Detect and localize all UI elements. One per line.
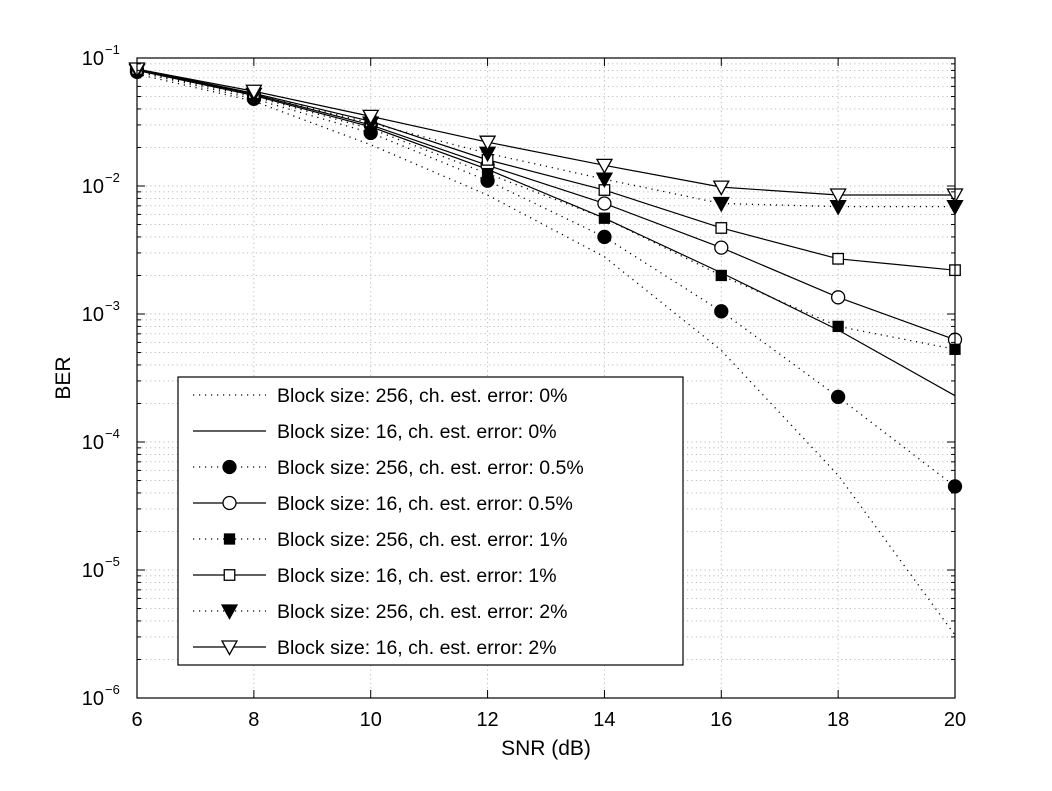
open-circle-marker [597, 196, 612, 211]
y-tick-label-exponent: −3 [105, 298, 120, 313]
data-series [128, 62, 964, 636]
legend-entry: Block size: 16, ch. est. error: 1% [193, 565, 557, 587]
open-circle-marker [714, 240, 729, 255]
series-3 [136, 71, 956, 487]
legend-label: Block size: 16, ch. est. error: 0.5% [277, 493, 573, 515]
legend-label: Block size: 16, ch. est. error: 1% [277, 565, 557, 587]
series-line [136, 69, 956, 397]
y-tick-label-exponent: −6 [105, 682, 120, 697]
series-line [136, 68, 956, 271]
y-axis-title: BER [52, 356, 75, 399]
series-6 [136, 68, 956, 271]
legend: Block size: 256, ch. est. error: 0% Block… [177, 376, 684, 666]
y-tick-label-base: 10 [82, 688, 104, 710]
filled-circle-marker [830, 389, 846, 405]
series-line [136, 68, 955, 196]
legend-box [177, 376, 684, 666]
series-7 [136, 69, 955, 208]
filled-square-marker [481, 167, 494, 180]
filled-square-marker [223, 533, 236, 545]
y-tick-label-base: 10 [82, 560, 104, 582]
open-square-marker [832, 252, 845, 265]
open-triangle-down-marker [362, 109, 380, 126]
x-tick-label: 16 [710, 709, 732, 731]
y-tick-label: 10 −4 [82, 426, 120, 454]
open-triangle-down-marker [245, 84, 263, 101]
open-circle-marker [830, 290, 846, 305]
legend-label: Block size: 16, ch. est. error: 2% [277, 637, 557, 659]
open-circle-marker [222, 495, 237, 511]
axis-ticks [136, 57, 956, 699]
legend-label: Block size: 256, ch. est. error: 0% [277, 385, 567, 407]
y-tick-label-base: 10 [82, 48, 104, 70]
x-tick-label: 14 [593, 709, 615, 731]
series-8 [136, 68, 955, 196]
y-tick-label-base: 10 [82, 176, 104, 198]
y-tick-label-base: 10 [82, 304, 104, 326]
legend-entry: Block size: 256, ch. est. error: 2% [193, 601, 567, 623]
x-tick-label: 8 [248, 709, 259, 731]
series-line [136, 69, 956, 341]
filled-square-marker [832, 320, 844, 333]
x-tick-label: 18 [827, 709, 849, 731]
series-4 [136, 69, 956, 341]
legend-entry: Block size: 256, ch. est. error: 0.5% [193, 457, 584, 479]
legend-label: Block size: 256, ch. est. error: 2% [277, 601, 567, 623]
x-tick-labels: 6 8 10 12 14 16 18 20 [131, 709, 966, 731]
y-tick-label: 10 −3 [82, 298, 120, 326]
legend-label: Block size: 256, ch. est. error: 1% [277, 529, 567, 551]
series-2 [136, 69, 956, 397]
y-tick-label: 10 −5 [82, 554, 120, 582]
y-tick-label: 10 −1 [82, 42, 120, 70]
x-tick-label: 20 [944, 709, 966, 731]
filled-circle-marker [714, 304, 729, 319]
plot-frame [136, 57, 956, 699]
x-tick-label: 10 [360, 709, 382, 731]
y-tick-label-exponent: −4 [105, 426, 120, 441]
x-axis-title: SNR (dB) [501, 737, 591, 760]
open-square-marker [715, 222, 728, 234]
legend-entry: Block size: 16, ch. est. error: 0.5% [193, 493, 573, 515]
open-triangle-down-marker [829, 188, 847, 204]
legend-entry: Block size: 256, ch. est. error: 1% [193, 529, 567, 551]
open-square-marker [223, 569, 236, 581]
x-tick-label: 12 [476, 709, 498, 731]
legend-entry: Block size: 16, ch. est. error: 2% [193, 637, 557, 659]
y-tick-labels: 10−610−510−410−310−210−1 [82, 42, 120, 710]
y-tick-label: 10 −2 [82, 170, 120, 198]
filled-circle-marker [222, 459, 237, 475]
series-line [136, 71, 956, 487]
y-tick-label-exponent: −5 [105, 554, 120, 569]
filled-triangle-down-marker [712, 196, 730, 213]
filled-square-marker [715, 269, 727, 282]
y-tick-label-exponent: −1 [105, 42, 120, 57]
open-triangle-down-marker [595, 158, 614, 175]
y-tick-label-base: 10 [82, 432, 104, 454]
y-tick-label-exponent: −2 [105, 170, 120, 185]
x-tick-label: 6 [131, 709, 142, 731]
filled-triangle-down-marker [220, 604, 239, 620]
y-tick-label: 10 −6 [82, 682, 120, 710]
legend-entry: Block size: 16, ch. est. error: 0% [193, 421, 557, 443]
open-triangle-down-marker [220, 640, 239, 656]
open-triangle-down-marker [712, 180, 730, 196]
series-line [136, 69, 955, 208]
series-8-markers [128, 62, 964, 204]
legend-label: Block size: 16, ch. est. error: 0% [277, 421, 557, 443]
filled-square-marker [598, 212, 611, 224]
legend-entry: Block size: 256, ch. est. error: 0% [193, 385, 567, 407]
open-triangle-down-marker [478, 135, 497, 152]
filled-circle-marker [597, 229, 612, 245]
legend-label: Block size: 256, ch. est. error: 0.5% [277, 457, 584, 479]
